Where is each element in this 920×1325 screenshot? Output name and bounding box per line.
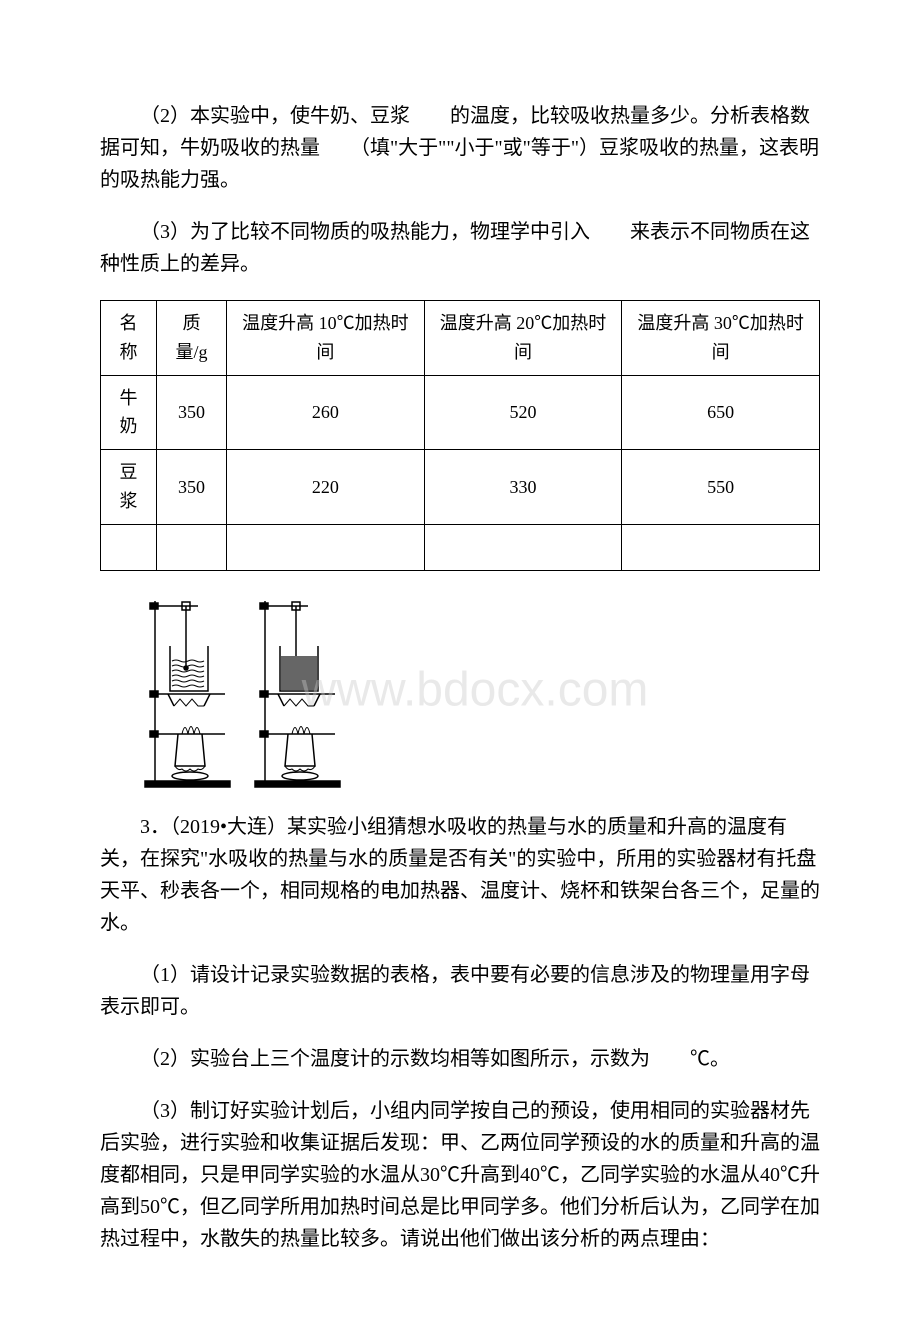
table-cell: 550	[622, 450, 820, 525]
apparatus-diagram-icon	[130, 591, 360, 791]
table-cell	[424, 524, 622, 570]
paragraph-question3: 3．（2019•大连）某实验小组猜想水吸收的热量与水的质量和升高的温度有关，在探…	[100, 811, 820, 939]
table-cell: 520	[424, 375, 622, 450]
table-row: 豆浆 350 220 330 550	[101, 450, 820, 525]
table-cell: 豆浆	[101, 450, 157, 525]
table-cell: 350	[157, 450, 227, 525]
table-cell	[622, 524, 820, 570]
apparatus-diagram-container: www.bdocx.com	[130, 591, 820, 791]
table-header-cell: 温度升高 20℃加热时间	[424, 301, 622, 376]
table-row: 牛奶 350 260 520 650	[101, 375, 820, 450]
table-header-cell: 质量/g	[157, 301, 227, 376]
table-header-cell: 温度升高 30℃加热时间	[622, 301, 820, 376]
table-cell	[157, 524, 227, 570]
table-header-cell: 名称	[101, 301, 157, 376]
table-cell: 650	[622, 375, 820, 450]
paragraph-sub3: （3）制订好实验计划后，小组内同学按自己的预设，使用相同的实验器材先后实验，进行…	[100, 1095, 820, 1255]
paragraph-q3: （3）为了比较不同物质的吸热能力，物理学中引入 来表示不同物质在这种性质上的差异…	[100, 216, 820, 280]
table-cell: 330	[424, 450, 622, 525]
table-header-row: 名称 质量/g 温度升高 10℃加热时间 温度升高 20℃加热时间 温度升高 3…	[101, 301, 820, 376]
table-cell	[101, 524, 157, 570]
table-row	[101, 524, 820, 570]
heating-data-table: 名称 质量/g 温度升高 10℃加热时间 温度升高 20℃加热时间 温度升高 3…	[100, 300, 820, 571]
table-cell: 260	[227, 375, 425, 450]
paragraph-q2: （2）本实验中，使牛奶、豆浆 的温度，比较吸收热量多少。分析表格数据可知，牛奶吸…	[100, 100, 820, 196]
table-header-cell: 温度升高 10℃加热时间	[227, 301, 425, 376]
table-cell	[227, 524, 425, 570]
table-cell: 350	[157, 375, 227, 450]
table-cell: 220	[227, 450, 425, 525]
paragraph-sub2: （2）实验台上三个温度计的示数均相等如图所示，示数为 ℃。	[100, 1043, 820, 1075]
paragraph-sub1: （1）请设计记录实验数据的表格，表中要有必要的信息涉及的物理量用字母表示即可。	[100, 959, 820, 1023]
table-cell: 牛奶	[101, 375, 157, 450]
